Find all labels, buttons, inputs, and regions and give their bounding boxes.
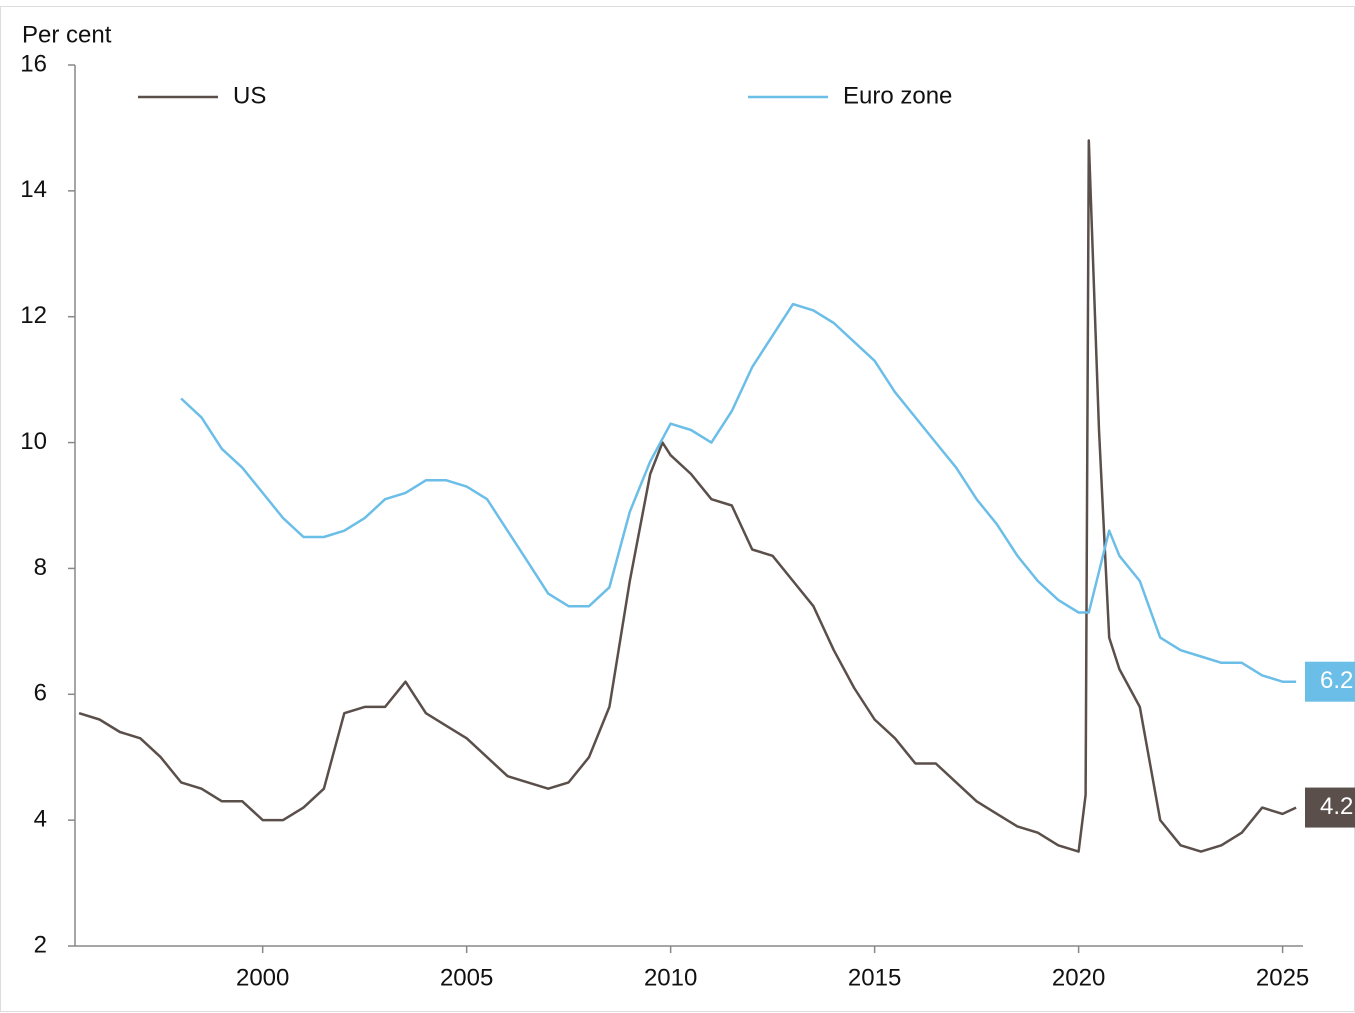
end-label-box bbox=[1305, 787, 1355, 828]
y-tick-label: 10 bbox=[20, 428, 47, 455]
x-tick-label: 2000 bbox=[236, 964, 289, 991]
end-label: 6.2 bbox=[1320, 667, 1353, 694]
y-tick-label: 4 bbox=[34, 805, 47, 832]
series-line bbox=[180, 302, 1297, 683]
legend-label: US bbox=[233, 82, 266, 109]
y-tick-label: 8 bbox=[34, 554, 47, 581]
y-tick-label: 16 bbox=[20, 50, 47, 77]
end-label: 4.2 bbox=[1320, 793, 1353, 820]
frame bbox=[0, 6, 1355, 1012]
y-tick-label: 14 bbox=[20, 176, 47, 203]
legend-label: Euro zone bbox=[843, 82, 952, 109]
y-tick-label: 6 bbox=[34, 680, 47, 707]
y-axis-label: Per cent bbox=[22, 21, 112, 48]
end-label-box bbox=[1305, 661, 1355, 702]
series-line bbox=[78, 139, 1297, 853]
x-tick-label: 2025 bbox=[1256, 964, 1309, 991]
x-tick-label: 2010 bbox=[644, 964, 697, 991]
x-tick-label: 2005 bbox=[440, 964, 493, 991]
y-tick-label: 12 bbox=[20, 302, 47, 329]
x-tick-label: 2015 bbox=[848, 964, 901, 991]
y-tick-label: 2 bbox=[34, 931, 47, 958]
x-tick-label: 2020 bbox=[1052, 964, 1105, 991]
